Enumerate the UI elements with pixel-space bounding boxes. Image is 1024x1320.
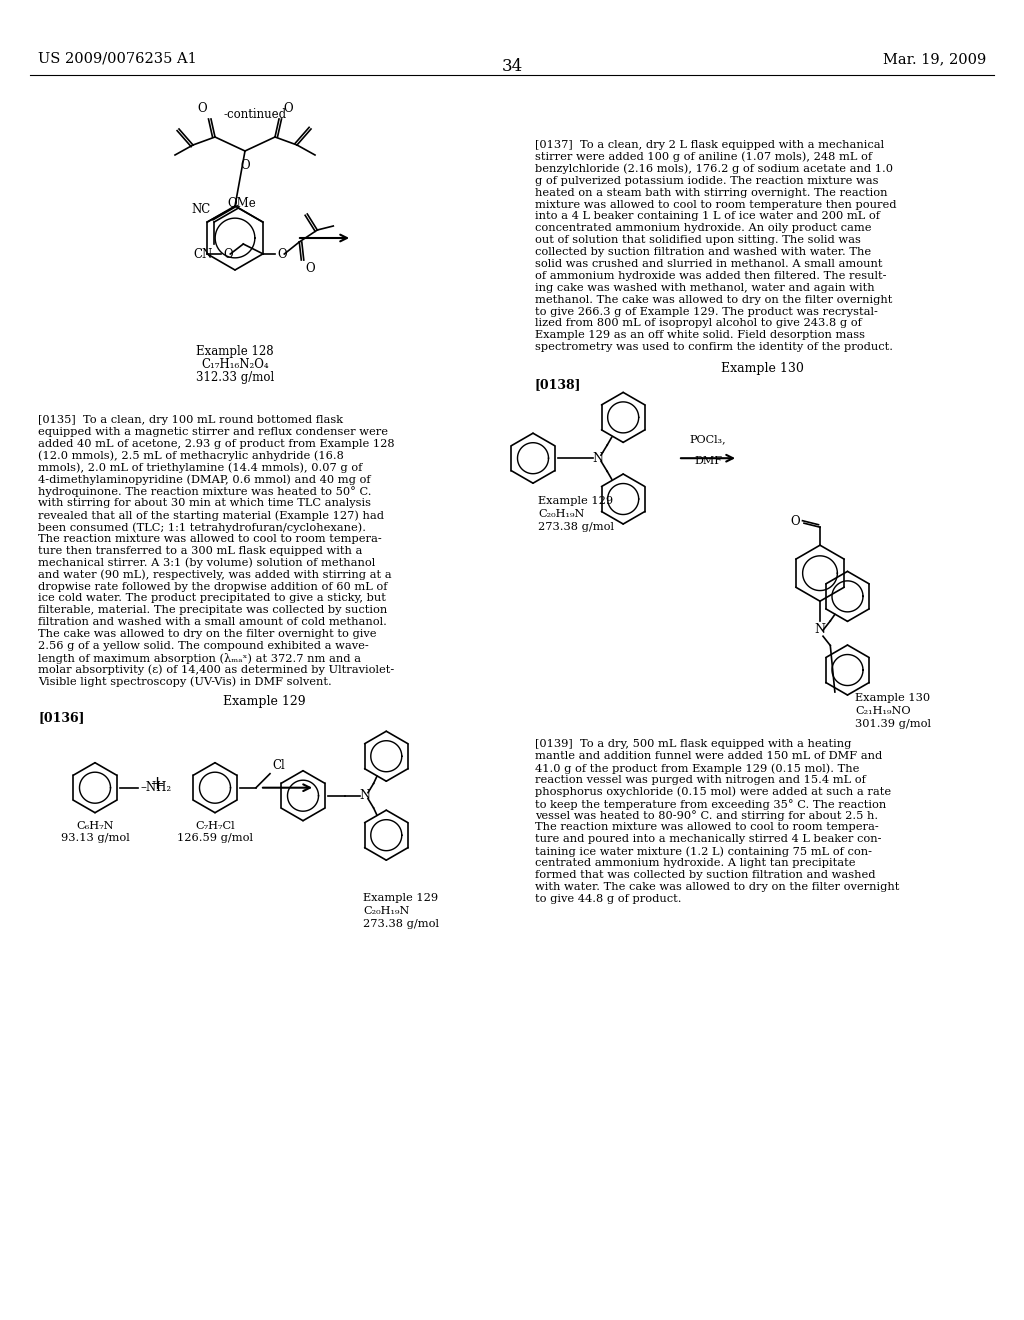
Text: out of solution that solidified upon sitting. The solid was: out of solution that solidified upon sit… xyxy=(535,235,861,246)
Text: phosphorus oxychloride (0.15 mol) were added at such a rate: phosphorus oxychloride (0.15 mol) were a… xyxy=(535,787,891,797)
Text: [0135]  To a clean, dry 100 mL round bottomed flask: [0135] To a clean, dry 100 mL round bott… xyxy=(38,414,343,425)
Text: methanol. The cake was allowed to dry on the filter overnight: methanol. The cake was allowed to dry on… xyxy=(535,294,892,305)
Text: N: N xyxy=(593,451,603,465)
Text: been consumed (TLC; 1:1 tetrahydrofuran/cyclohexane).: been consumed (TLC; 1:1 tetrahydrofuran/… xyxy=(38,523,366,533)
Text: to give 44.8 g of product.: to give 44.8 g of product. xyxy=(535,894,682,904)
Text: O: O xyxy=(223,248,232,260)
Text: O: O xyxy=(305,261,315,275)
Text: DMF: DMF xyxy=(694,457,722,466)
Text: (12.0 mmols), 2.5 mL of methacrylic anhydride (16.8: (12.0 mmols), 2.5 mL of methacrylic anhy… xyxy=(38,450,344,461)
Text: OMe: OMe xyxy=(227,197,256,210)
Text: hydroquinone. The reaction mixture was heated to 50° C.: hydroquinone. The reaction mixture was h… xyxy=(38,486,372,498)
Text: 2.56 g of a yellow solid. The compound exhibited a wave-: 2.56 g of a yellow solid. The compound e… xyxy=(38,642,369,651)
Text: Example 129 as an off white solid. Field desorption mass: Example 129 as an off white solid. Field… xyxy=(535,330,865,341)
Text: stirrer were added 100 g of aniline (1.07 mols), 248 mL of: stirrer were added 100 g of aniline (1.0… xyxy=(535,152,872,162)
Text: [0136]: [0136] xyxy=(38,710,85,723)
Text: ture then transferred to a 300 mL flask equipped with a: ture then transferred to a 300 mL flask … xyxy=(38,546,362,556)
Text: reaction vessel was purged with nitrogen and 15.4 mL of: reaction vessel was purged with nitrogen… xyxy=(535,775,866,785)
Text: Cl: Cl xyxy=(272,759,285,772)
Text: O: O xyxy=(241,158,250,172)
Text: +: + xyxy=(150,775,165,793)
Text: 34: 34 xyxy=(502,58,522,75)
Text: The reaction mixture was allowed to cool to room tempera-: The reaction mixture was allowed to cool… xyxy=(535,822,879,833)
Text: g of pulverized potassium iodide. The reaction mixture was: g of pulverized potassium iodide. The re… xyxy=(535,176,879,186)
Text: mixture was allowed to cool to room temperature then poured: mixture was allowed to cool to room temp… xyxy=(535,199,896,210)
Text: dropwise rate followed by the dropwise addition of 60 mL of: dropwise rate followed by the dropwise a… xyxy=(38,582,387,591)
Text: O: O xyxy=(791,515,800,528)
Text: equipped with a magnetic stirrer and reflux condenser were: equipped with a magnetic stirrer and ref… xyxy=(38,426,388,437)
Text: collected by suction filtration and washed with water. The: collected by suction filtration and wash… xyxy=(535,247,871,257)
Text: concentrated ammonium hydroxide. An oily product came: concentrated ammonium hydroxide. An oily… xyxy=(535,223,871,234)
Text: C₁₇H₁₆N₂O₄: C₁₇H₁₆N₂O₄ xyxy=(201,358,269,371)
Text: 301.39 g/mol: 301.39 g/mol xyxy=(855,719,931,729)
Text: Example 130: Example 130 xyxy=(721,362,804,375)
Text: with stirring for about 30 min at which time TLC analysis: with stirring for about 30 min at which … xyxy=(38,498,371,508)
Text: The reaction mixture was allowed to cool to room tempera-: The reaction mixture was allowed to cool… xyxy=(38,535,382,544)
Text: to keep the temperature from exceeding 35° C. The reaction: to keep the temperature from exceeding 3… xyxy=(535,799,886,809)
Text: 41.0 g of the product from Example 129 (0.15 mol). The: 41.0 g of the product from Example 129 (… xyxy=(535,763,859,774)
Text: benzylchloride (2.16 mols), 176.2 g of sodium acetate and 1.0: benzylchloride (2.16 mols), 176.2 g of s… xyxy=(535,164,893,174)
Text: US 2009/0076235 A1: US 2009/0076235 A1 xyxy=(38,51,197,66)
Text: mechanical stirrer. A 3:1 (by volume) solution of methanol: mechanical stirrer. A 3:1 (by volume) so… xyxy=(38,558,375,569)
Text: [0139]  To a dry, 500 mL flask equipped with a heating: [0139] To a dry, 500 mL flask equipped w… xyxy=(535,739,851,750)
Text: The cake was allowed to dry on the filter overnight to give: The cake was allowed to dry on the filte… xyxy=(38,630,377,639)
Text: Example 128: Example 128 xyxy=(197,345,273,358)
Text: -continued: -continued xyxy=(223,108,287,121)
Text: O: O xyxy=(283,102,293,115)
Text: Example 129: Example 129 xyxy=(362,892,438,903)
Text: centrated ammonium hydroxide. A light tan precipitate: centrated ammonium hydroxide. A light ta… xyxy=(535,858,855,869)
Text: C₂₁H₁₉NO: C₂₁H₁₉NO xyxy=(855,706,910,717)
Text: 4-dimethylaminopyridine (DMAP, 0.6 mmol) and 40 mg of: 4-dimethylaminopyridine (DMAP, 0.6 mmol)… xyxy=(38,474,371,484)
Text: [0137]  To a clean, dry 2 L flask equipped with a mechanical: [0137] To a clean, dry 2 L flask equippe… xyxy=(535,140,884,150)
Text: vessel was heated to 80-90° C. and stirring for about 2.5 h.: vessel was heated to 80-90° C. and stirr… xyxy=(535,810,879,821)
Text: ing cake was washed with methanol, water and again with: ing cake was washed with methanol, water… xyxy=(535,282,874,293)
Text: 273.38 g/mol: 273.38 g/mol xyxy=(538,523,614,532)
Text: NC: NC xyxy=(190,203,210,216)
Text: ice cold water. The product precipitated to give a sticky, but: ice cold water. The product precipitated… xyxy=(38,594,386,603)
Text: O: O xyxy=(278,248,287,260)
Text: C₇H₇Cl: C₇H₇Cl xyxy=(196,821,234,830)
Text: molar absorptivity (ε) of 14,400 as determined by Ultraviolet-: molar absorptivity (ε) of 14,400 as dete… xyxy=(38,665,394,676)
Text: 126.59 g/mol: 126.59 g/mol xyxy=(177,833,253,842)
Text: O: O xyxy=(198,102,207,115)
Text: [0138]: [0138] xyxy=(535,379,582,391)
Text: length of maximum absorption (λₘₐˣ) at 372.7 nm and a: length of maximum absorption (λₘₐˣ) at 3… xyxy=(38,653,361,664)
Text: revealed that all of the starting material (Example 127) had: revealed that all of the starting materi… xyxy=(38,511,384,521)
Text: formed that was collected by suction filtration and washed: formed that was collected by suction fil… xyxy=(535,870,876,880)
Text: and water (90 mL), respectively, was added with stirring at a: and water (90 mL), respectively, was add… xyxy=(38,570,391,581)
Text: C₂₀H₁₉N: C₂₀H₁₉N xyxy=(538,510,585,519)
Text: 93.13 g/mol: 93.13 g/mol xyxy=(60,833,129,842)
Text: 273.38 g/mol: 273.38 g/mol xyxy=(362,919,439,929)
Text: into a 4 L beaker containing 1 L of ice water and 200 mL of: into a 4 L beaker containing 1 L of ice … xyxy=(535,211,880,222)
Text: filterable, material. The precipitate was collected by suction: filterable, material. The precipitate wa… xyxy=(38,606,387,615)
Text: CN: CN xyxy=(193,248,212,261)
Text: taining ice water mixture (1.2 L) containing 75 mL of con-: taining ice water mixture (1.2 L) contai… xyxy=(535,846,872,857)
Text: added 40 mL of acetone, 2.93 g of product from Example 128: added 40 mL of acetone, 2.93 g of produc… xyxy=(38,438,394,449)
Text: ture and poured into a mechanically stirred 4 L beaker con-: ture and poured into a mechanically stir… xyxy=(535,834,882,845)
Text: Example 129: Example 129 xyxy=(538,496,613,506)
Text: lized from 800 mL of isopropyl alcohol to give 243.8 g of: lized from 800 mL of isopropyl alcohol t… xyxy=(535,318,862,329)
Text: N: N xyxy=(359,789,371,803)
Text: C₂₀H₁₉N: C₂₀H₁₉N xyxy=(362,906,410,916)
Text: to give 266.3 g of Example 129. The product was recrystal-: to give 266.3 g of Example 129. The prod… xyxy=(535,306,878,317)
Text: with water. The cake was allowed to dry on the filter overnight: with water. The cake was allowed to dry … xyxy=(535,882,899,892)
Text: Example 130: Example 130 xyxy=(855,693,930,704)
Text: –NH₂: –NH₂ xyxy=(140,781,171,795)
Text: solid was crushed and slurried in methanol. A small amount: solid was crushed and slurried in methan… xyxy=(535,259,883,269)
Text: of ammonium hydroxide was added then filtered. The result-: of ammonium hydroxide was added then fil… xyxy=(535,271,887,281)
Text: heated on a steam bath with stirring overnight. The reaction: heated on a steam bath with stirring ove… xyxy=(535,187,888,198)
Text: 312.33 g/mol: 312.33 g/mol xyxy=(196,371,274,384)
Text: Visible light spectroscopy (UV-Vis) in DMF solvent.: Visible light spectroscopy (UV-Vis) in D… xyxy=(38,677,332,688)
Text: mantle and addition funnel were added 150 mL of DMF and: mantle and addition funnel were added 15… xyxy=(535,751,883,762)
Text: Example 129: Example 129 xyxy=(222,694,305,708)
Text: C₆H₇N: C₆H₇N xyxy=(76,821,114,830)
Text: Mar. 19, 2009: Mar. 19, 2009 xyxy=(883,51,986,66)
Text: mmols), 2.0 mL of triethylamine (14.4 mmols), 0.07 g of: mmols), 2.0 mL of triethylamine (14.4 mm… xyxy=(38,462,362,473)
Text: spectrometry was used to confirm the identity of the product.: spectrometry was used to confirm the ide… xyxy=(535,342,893,352)
Text: filtration and washed with a small amount of cold methanol.: filtration and washed with a small amoun… xyxy=(38,618,387,627)
Text: POCl₃,: POCl₃, xyxy=(690,434,726,445)
Text: N: N xyxy=(814,623,825,636)
